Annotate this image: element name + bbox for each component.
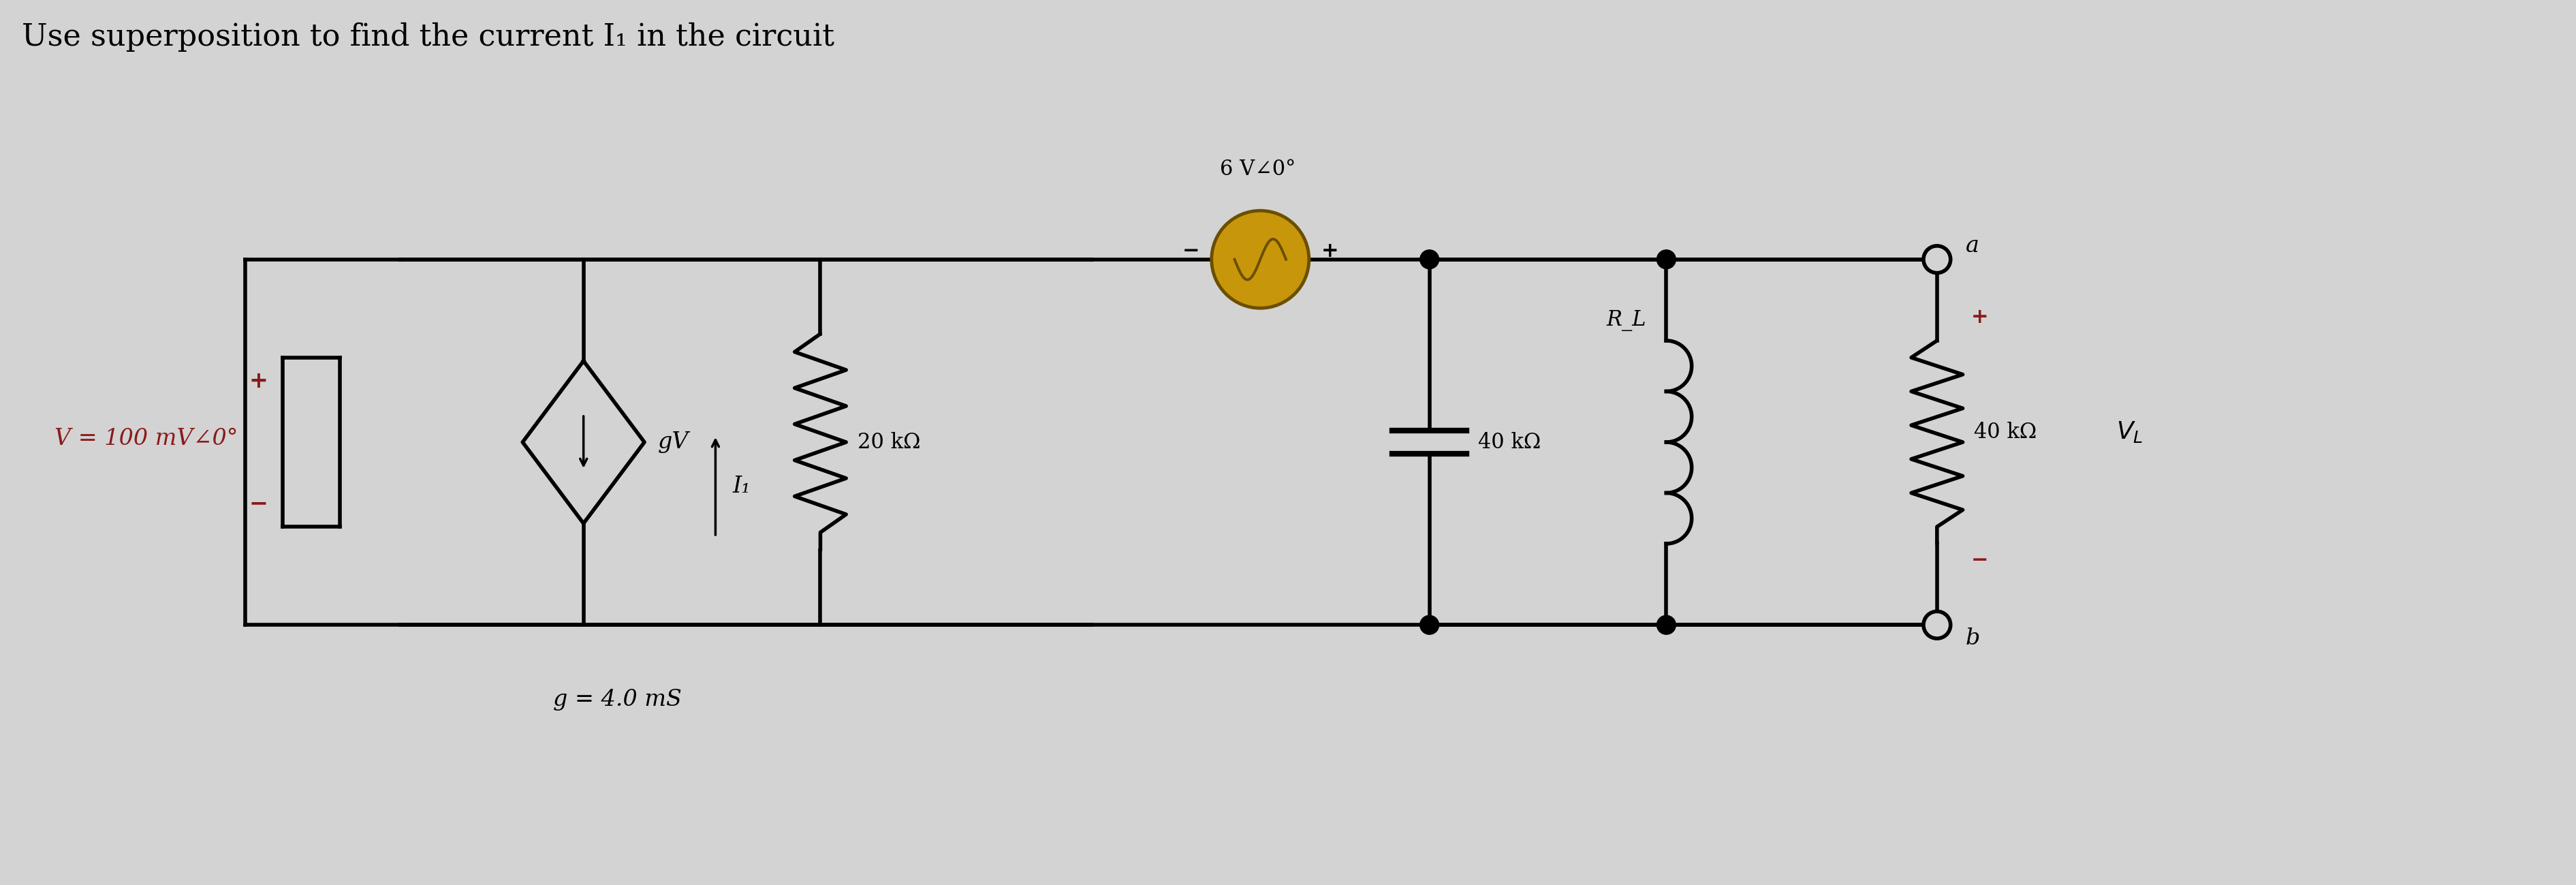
Text: +: + xyxy=(250,370,268,392)
Circle shape xyxy=(1656,615,1677,635)
Text: 40 kΩ: 40 kΩ xyxy=(1973,421,2038,443)
Text: +: + xyxy=(1321,242,1340,261)
Text: gV: gV xyxy=(657,431,688,453)
Text: g = 4.0 mS: g = 4.0 mS xyxy=(554,689,683,711)
Text: $\mathit{V_L}$: $\mathit{V_L}$ xyxy=(2117,419,2143,444)
Circle shape xyxy=(1211,211,1309,308)
Text: 40 kΩ: 40 kΩ xyxy=(1479,432,1540,453)
Circle shape xyxy=(1924,612,1950,638)
Text: b: b xyxy=(1965,627,1981,650)
Text: −: − xyxy=(250,492,268,514)
Text: −: − xyxy=(1182,242,1200,261)
Text: I₁: I₁ xyxy=(732,475,750,497)
Circle shape xyxy=(1656,250,1677,269)
Circle shape xyxy=(1419,615,1440,635)
Text: Use superposition to find the current I₁ in the circuit: Use superposition to find the current I₁… xyxy=(21,22,835,52)
Circle shape xyxy=(1419,250,1440,269)
Text: R_L: R_L xyxy=(1607,310,1646,331)
Text: 6 V∠0°: 6 V∠0° xyxy=(1218,159,1296,181)
Text: V = 100 mV∠0°: V = 100 mV∠0° xyxy=(54,427,240,450)
Text: −: − xyxy=(1971,550,1989,571)
Text: a: a xyxy=(1965,235,1978,257)
Text: +: + xyxy=(1971,307,1989,327)
Text: 20 kΩ: 20 kΩ xyxy=(858,432,920,453)
Circle shape xyxy=(1924,246,1950,273)
